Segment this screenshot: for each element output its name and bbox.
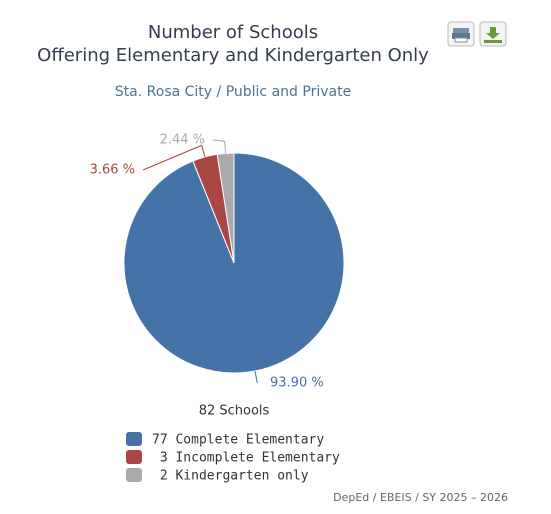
leader-line bbox=[254, 370, 258, 384]
chart-subtitle: Sta. Rosa City / Public and Private bbox=[115, 84, 351, 100]
legend-label: 2 Kindergarten only bbox=[152, 469, 309, 484]
credits: DepEd / EBEIS / SY 2025 – 2026 bbox=[333, 491, 508, 504]
legend-swatch bbox=[126, 450, 142, 464]
leader-line bbox=[212, 139, 227, 154]
legend: 77 Complete Elementary 3 Incomplete Elem… bbox=[126, 432, 340, 484]
legend-label: 3 Incomplete Elementary bbox=[152, 451, 340, 466]
print-button[interactable] bbox=[447, 21, 475, 47]
data-label: 2.44 % bbox=[160, 133, 205, 148]
leader-line bbox=[142, 144, 206, 171]
chart-title: Offering Elementary and Kindergarten Onl… bbox=[37, 45, 429, 66]
data-label: 3.66 % bbox=[90, 163, 135, 178]
legend-swatch bbox=[126, 468, 142, 482]
download-button[interactable] bbox=[479, 21, 507, 47]
data-label: 93.90 % bbox=[270, 376, 324, 391]
legend-swatch bbox=[126, 432, 142, 446]
chart-title: Number of Schools bbox=[148, 22, 318, 43]
legend-label: 77 Complete Elementary bbox=[152, 433, 324, 448]
total-label: 82 Schools bbox=[199, 404, 270, 419]
